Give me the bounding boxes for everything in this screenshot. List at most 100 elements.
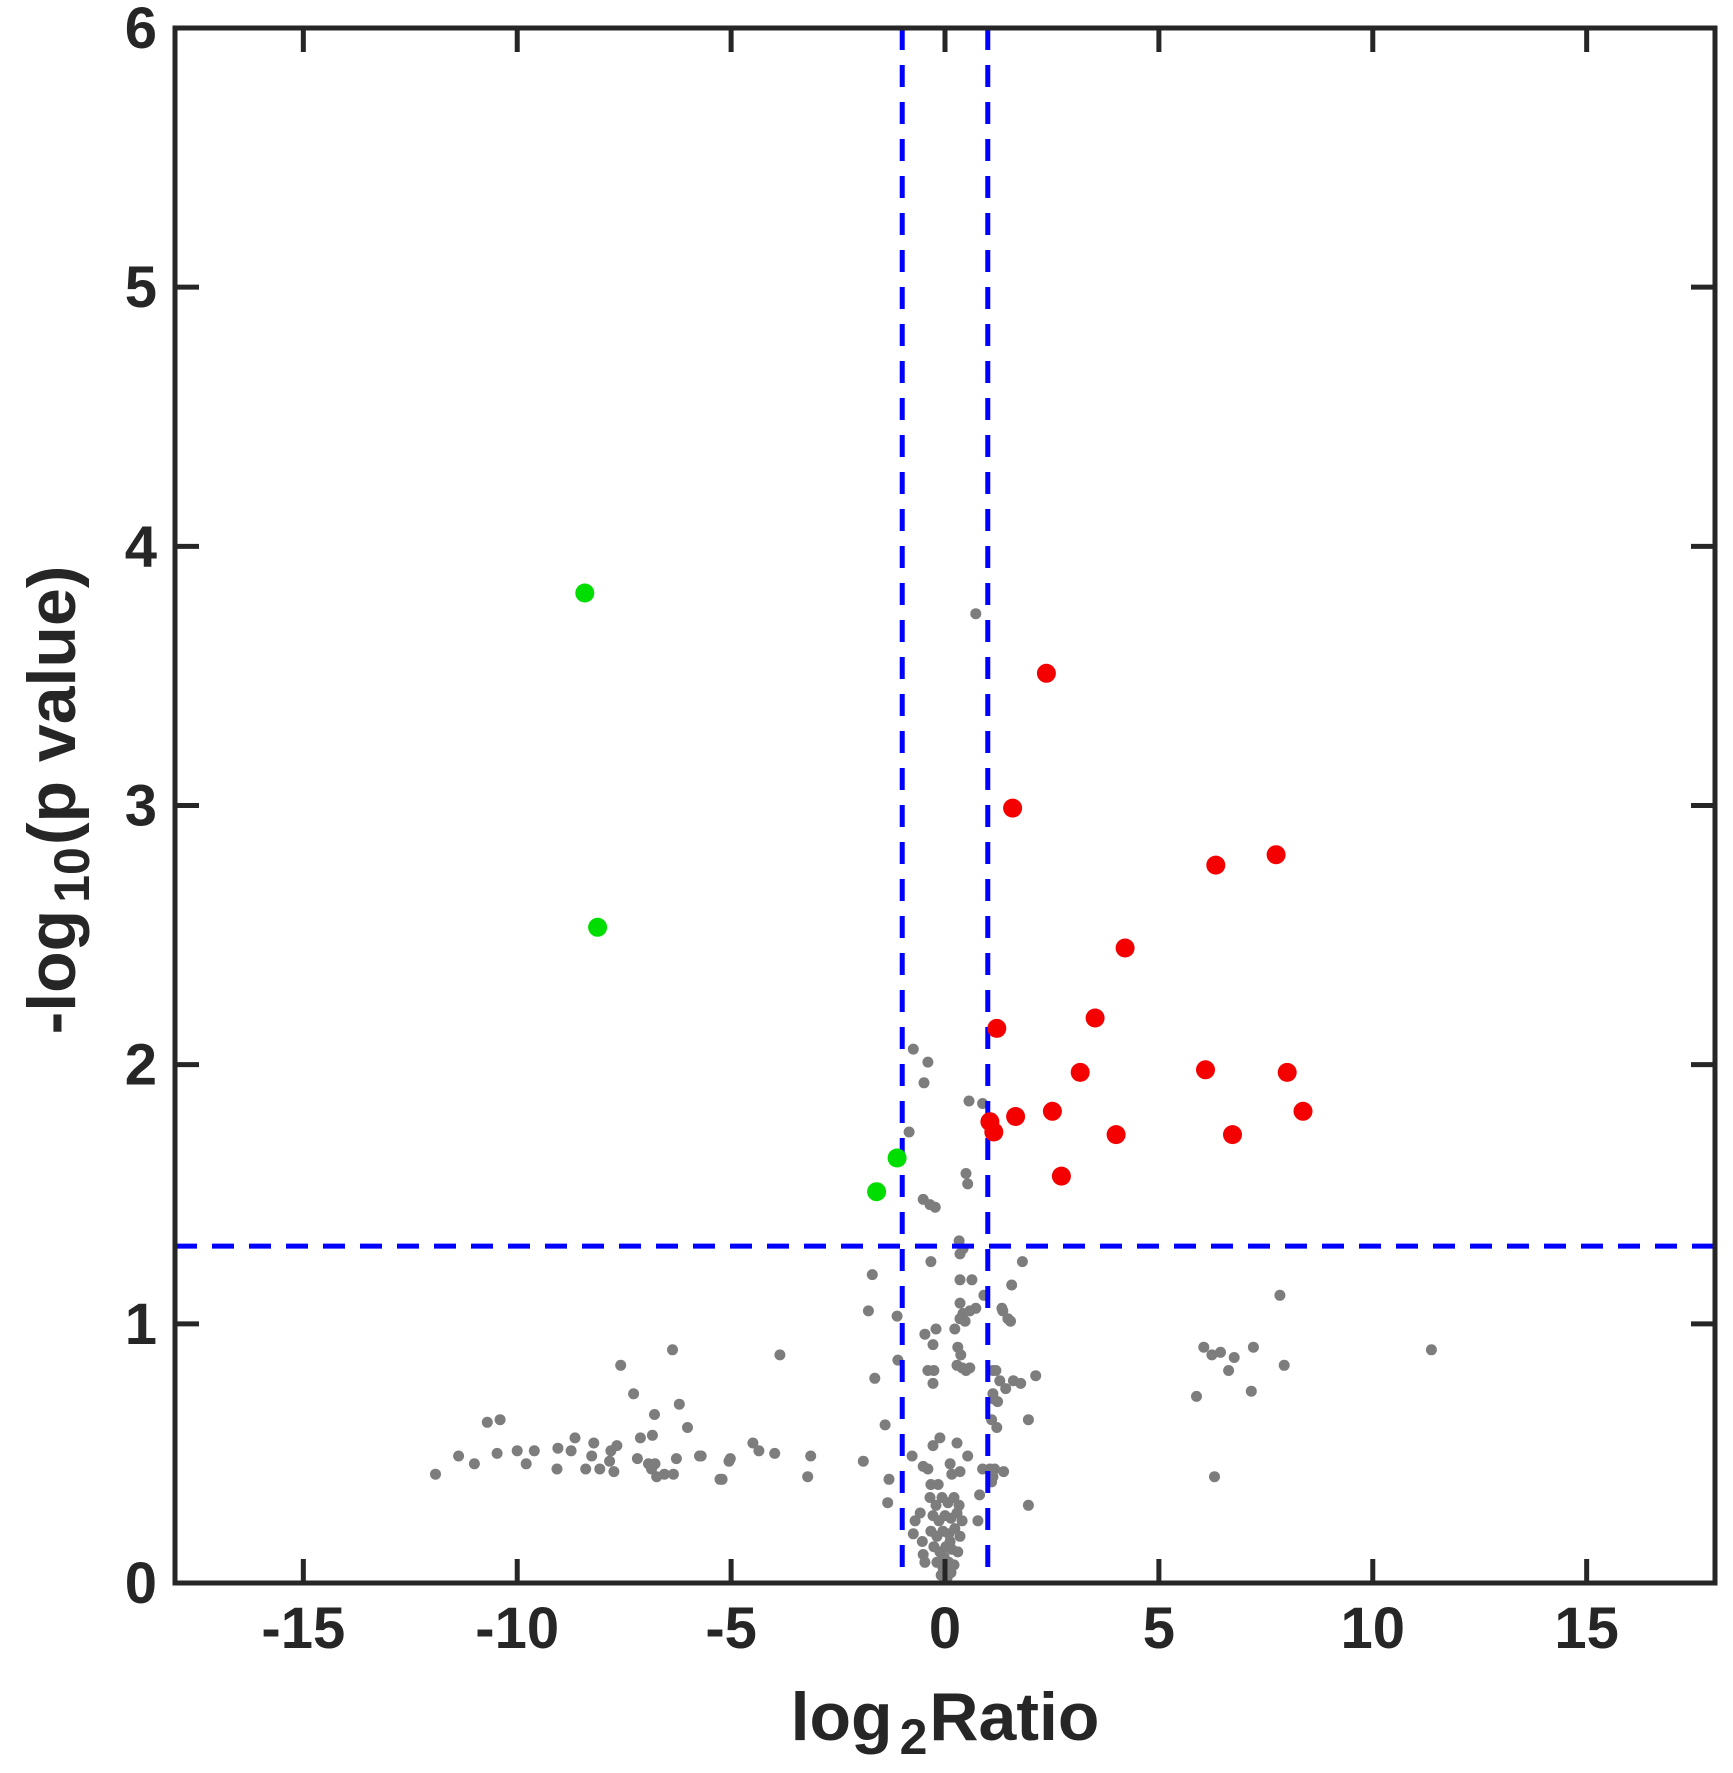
x-label-prefix: log [790, 1679, 893, 1755]
scatter-point-not-significant [588, 1437, 600, 1449]
scatter-point-not-significant [925, 1479, 937, 1490]
scatter-point-not-significant [927, 1377, 939, 1389]
scatter-point-not-significant [1000, 1383, 1012, 1395]
scatter-point-not-significant [774, 1349, 786, 1361]
scatter-point-not-significant [491, 1447, 503, 1459]
scatter-point-not-significant [962, 1178, 974, 1190]
scatter-point-not-significant [667, 1344, 678, 1356]
scatter-point-not-significant [1191, 1390, 1202, 1402]
scatter-point-not-significant [954, 1297, 966, 1309]
scatter-point-not-significant [930, 1323, 942, 1335]
y-tick-label: 5 [125, 255, 157, 320]
scatter-point-not-significant [963, 1095, 975, 1107]
scatter-point-not-significant [1209, 1471, 1220, 1483]
scatter-point-not-significant [998, 1466, 1010, 1478]
scatter-point-not-significant [992, 1396, 1004, 1408]
scatter-point-not-significant [907, 1043, 919, 1055]
scatter-point-not-significant [1015, 1377, 1027, 1389]
scatter-point-not-significant [658, 1468, 670, 1480]
scatter-point-not-significant [611, 1440, 623, 1452]
scatter-point-not-significant [916, 1536, 928, 1547]
scatter-point-not-significant [962, 1450, 974, 1462]
scatter-point-not-significant [946, 1468, 958, 1480]
scatter-point-not-significant [929, 1201, 941, 1213]
scatter-point-not-significant [955, 1349, 967, 1361]
scatter-point-not-significant [586, 1450, 598, 1462]
scatter-point-not-significant [857, 1455, 869, 1467]
scatter-point-up-regulated [1115, 938, 1135, 958]
scatter-point-not-significant [964, 1362, 976, 1374]
scatter-point-not-significant [907, 1528, 919, 1540]
scatter-point-not-significant [891, 1310, 903, 1322]
scatter-point-not-significant [565, 1445, 577, 1457]
scatter-point-not-significant [956, 1515, 968, 1527]
x-label-subscript: 2 [899, 1709, 928, 1765]
scatter-point-not-significant [649, 1409, 660, 1420]
scatter-point-up-regulated [1106, 1125, 1126, 1145]
scatter-point-not-significant [667, 1468, 679, 1480]
scatter-point-not-significant [944, 1458, 956, 1470]
scatter-point-not-significant [1206, 1349, 1218, 1361]
scatter-point-up-regulated [984, 1122, 1004, 1142]
y-axis-label: -log 10(p value) [13, 566, 100, 1035]
scatter-point-not-significant [1198, 1341, 1210, 1353]
scatter-point-not-significant [1278, 1359, 1290, 1371]
scatter-point-not-significant [919, 1556, 931, 1568]
scatter-point-not-significant [569, 1432, 581, 1444]
scatter-point-not-significant [862, 1305, 874, 1317]
scatter-point-not-significant [481, 1416, 493, 1428]
scatter-point-not-significant [954, 1530, 966, 1542]
axes-box [172, 25, 1718, 1586]
scatter-point-not-significant [1247, 1341, 1259, 1353]
scatter-point-not-significant [945, 1567, 957, 1579]
scatter-point-not-significant [1022, 1499, 1034, 1511]
y-tick-label: 2 [125, 1033, 157, 1098]
scatter-point-not-significant [520, 1458, 532, 1470]
scatter-point-not-significant [922, 1056, 934, 1068]
scatter-point-up-regulated [1036, 663, 1056, 683]
scatter-point-not-significant [716, 1473, 728, 1485]
scatter-point-not-significant [673, 1398, 685, 1410]
scatter-point-up-regulated [1070, 1062, 1090, 1082]
scatter-point-up-regulated [1206, 855, 1226, 875]
scatter-point-down-regulated [575, 583, 595, 603]
scatter-point-not-significant [966, 1274, 978, 1286]
y-label-prefix: -log [14, 909, 90, 1035]
scatter-point-not-significant [1425, 1344, 1437, 1356]
scatter-point-not-significant [972, 1515, 984, 1527]
scatter-point-not-significant [1223, 1365, 1235, 1376]
scatter-point-up-regulated [1006, 1107, 1026, 1126]
scatter-point-not-significant [670, 1453, 682, 1465]
x-tick-label: 15 [1554, 1596, 1619, 1661]
scatter-point-not-significant [866, 1269, 878, 1281]
scatter-point-not-significant [682, 1422, 693, 1433]
scatter-point-not-significant [883, 1473, 895, 1485]
scatter-point-not-significant [951, 1437, 963, 1449]
scatter-point-not-significant [1002, 1313, 1014, 1325]
scatter-point-not-significant [1030, 1370, 1042, 1382]
x-axis-label: log 2Ratio [790, 1678, 1100, 1762]
scatter-point-not-significant [974, 1489, 986, 1501]
scatter-point-not-significant [580, 1463, 592, 1475]
scatter-point-not-significant [1228, 1352, 1240, 1363]
scatter-point-not-significant [1274, 1289, 1286, 1301]
y-tick-label: 1 [125, 1292, 157, 1357]
scatter-point-not-significant [951, 1507, 963, 1519]
scatter-point-not-significant [552, 1442, 564, 1454]
scatter-point-up-regulated [1266, 845, 1286, 865]
scatter-point-not-significant [952, 1546, 964, 1558]
x-tick-label: -15 [261, 1596, 345, 1661]
x-label-suffix: Ratio [929, 1679, 1100, 1755]
scatter-point-not-significant [1245, 1385, 1257, 1397]
scatter-point-up-regulated [1051, 1166, 1071, 1186]
scatter-point-up-regulated [1277, 1062, 1297, 1082]
scatter-point-not-significant [805, 1450, 817, 1462]
x-tick-label: -5 [705, 1596, 757, 1661]
scatter-point-not-significant [608, 1466, 620, 1478]
scatter-point-not-significant [494, 1414, 506, 1426]
scatter-point-not-significant [453, 1450, 465, 1462]
scatter-point-not-significant [960, 1168, 972, 1179]
scatter-point-not-significant [1215, 1346, 1226, 1358]
scatter-point-not-significant [753, 1445, 765, 1457]
